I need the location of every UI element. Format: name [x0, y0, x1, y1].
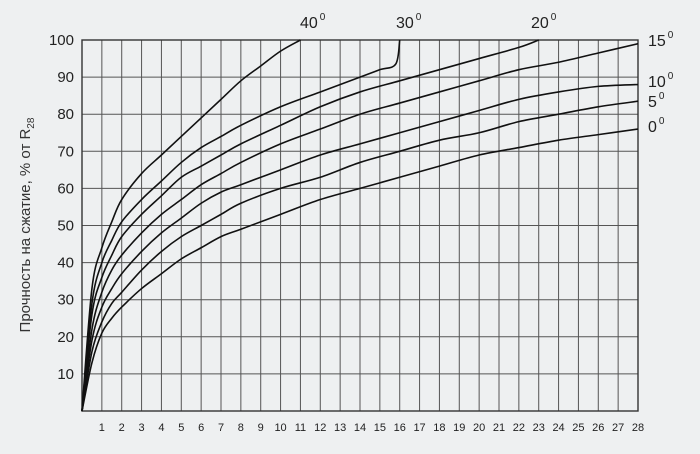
series-label-unit: 0 [668, 30, 674, 41]
y-axis-label-subscript: 28 [26, 117, 37, 129]
x-tick-label: 23 [533, 422, 545, 434]
y-tick-label: 90 [57, 69, 74, 86]
series-line-5 [81, 100, 639, 412]
x-tick-label: 27 [612, 422, 624, 434]
x-tick-label: 24 [552, 422, 564, 434]
y-tick-label: 10 [57, 366, 74, 383]
x-tick-label: 3 [139, 422, 145, 434]
series-label-unit: 0 [659, 91, 665, 102]
x-tick-label: 20 [473, 422, 485, 434]
x-tick-label: 21 [493, 422, 505, 434]
y-tick-label: 70 [57, 143, 74, 160]
x-tick-label: 18 [433, 422, 445, 434]
x-tick-label: 6 [198, 422, 204, 434]
series-line-30 [81, 39, 401, 412]
x-tick-label: 17 [413, 422, 425, 434]
series-label-value: 10 [648, 74, 666, 91]
series-label-unit: 0 [659, 116, 665, 127]
series-label-40: 40 0 [300, 12, 326, 32]
x-tick-label: 25 [572, 422, 584, 434]
x-tick-label: 16 [394, 422, 406, 434]
y-tick-label: 80 [57, 106, 74, 123]
x-tick-label: 8 [238, 422, 244, 434]
y-tick-label: 60 [57, 180, 74, 197]
x-tick-label: 22 [513, 422, 525, 434]
x-tick-label: 19 [453, 422, 465, 434]
x-tick-label: 11 [295, 422, 306, 434]
series-line-20 [81, 39, 539, 412]
series-label-20: 20 0 [531, 12, 557, 32]
series-line-40 [81, 39, 301, 412]
y-tick-label: 100 [49, 32, 74, 49]
x-tick-label: 15 [374, 422, 386, 434]
series-label-unit: 0 [416, 12, 422, 23]
series-label-unit: 0 [320, 12, 326, 23]
series-line-10 [81, 83, 639, 412]
x-tick-label: 28 [632, 422, 644, 434]
series-label-value: 0 [648, 119, 657, 136]
x-tick-label: 26 [592, 422, 604, 434]
series-label-value: 30 [396, 15, 414, 32]
x-tick-label: 13 [334, 422, 346, 434]
x-tick-label: 4 [158, 422, 164, 434]
y-axis-label: Прочность на сжатие, % от R28 [17, 117, 37, 332]
series-label-value: 5 [648, 94, 657, 111]
series-label-value: 20 [531, 15, 549, 32]
y-axis-label-text: Прочность на сжатие, % от R [17, 129, 34, 333]
axes: 1 2 3 4 5 6 7 8 9 10 11 12 13 14 15 16 17 18 19 20 21 22 23 24 2… [49, 32, 644, 434]
x-tick-label: 12 [314, 422, 326, 434]
x-tick-label: 9 [258, 422, 264, 434]
series-label-unit: 0 [551, 12, 557, 23]
plot-frame [81, 39, 639, 412]
y-tick-label: 20 [57, 329, 74, 346]
y-tick-label: 50 [57, 218, 74, 235]
series-line-15 [81, 42, 639, 412]
y-tick-label: 40 [57, 255, 74, 272]
x-tick-label: 5 [178, 422, 184, 434]
series-label-value: 15 [648, 33, 666, 50]
series-line-0 [81, 128, 639, 412]
x-tick-label: 7 [218, 422, 224, 434]
x-tick-label: 10 [274, 422, 286, 434]
x-tick-label: 14 [354, 422, 366, 434]
series-label-unit: 0 [668, 71, 674, 82]
series-label-10: 10 0 [648, 71, 674, 91]
series-label-30: 30 0 [396, 12, 422, 32]
x-tick-label: 2 [119, 422, 125, 434]
series-labels: 0 05 010 015 020 030 040 0 [300, 12, 674, 136]
y-tick-label: 30 [57, 292, 74, 309]
series-lines [81, 39, 639, 412]
series-label-15: 15 0 [648, 30, 674, 50]
grid [82, 39, 639, 411]
series-label-value: 40 [300, 15, 318, 32]
x-tick-label: 1 [99, 422, 105, 434]
